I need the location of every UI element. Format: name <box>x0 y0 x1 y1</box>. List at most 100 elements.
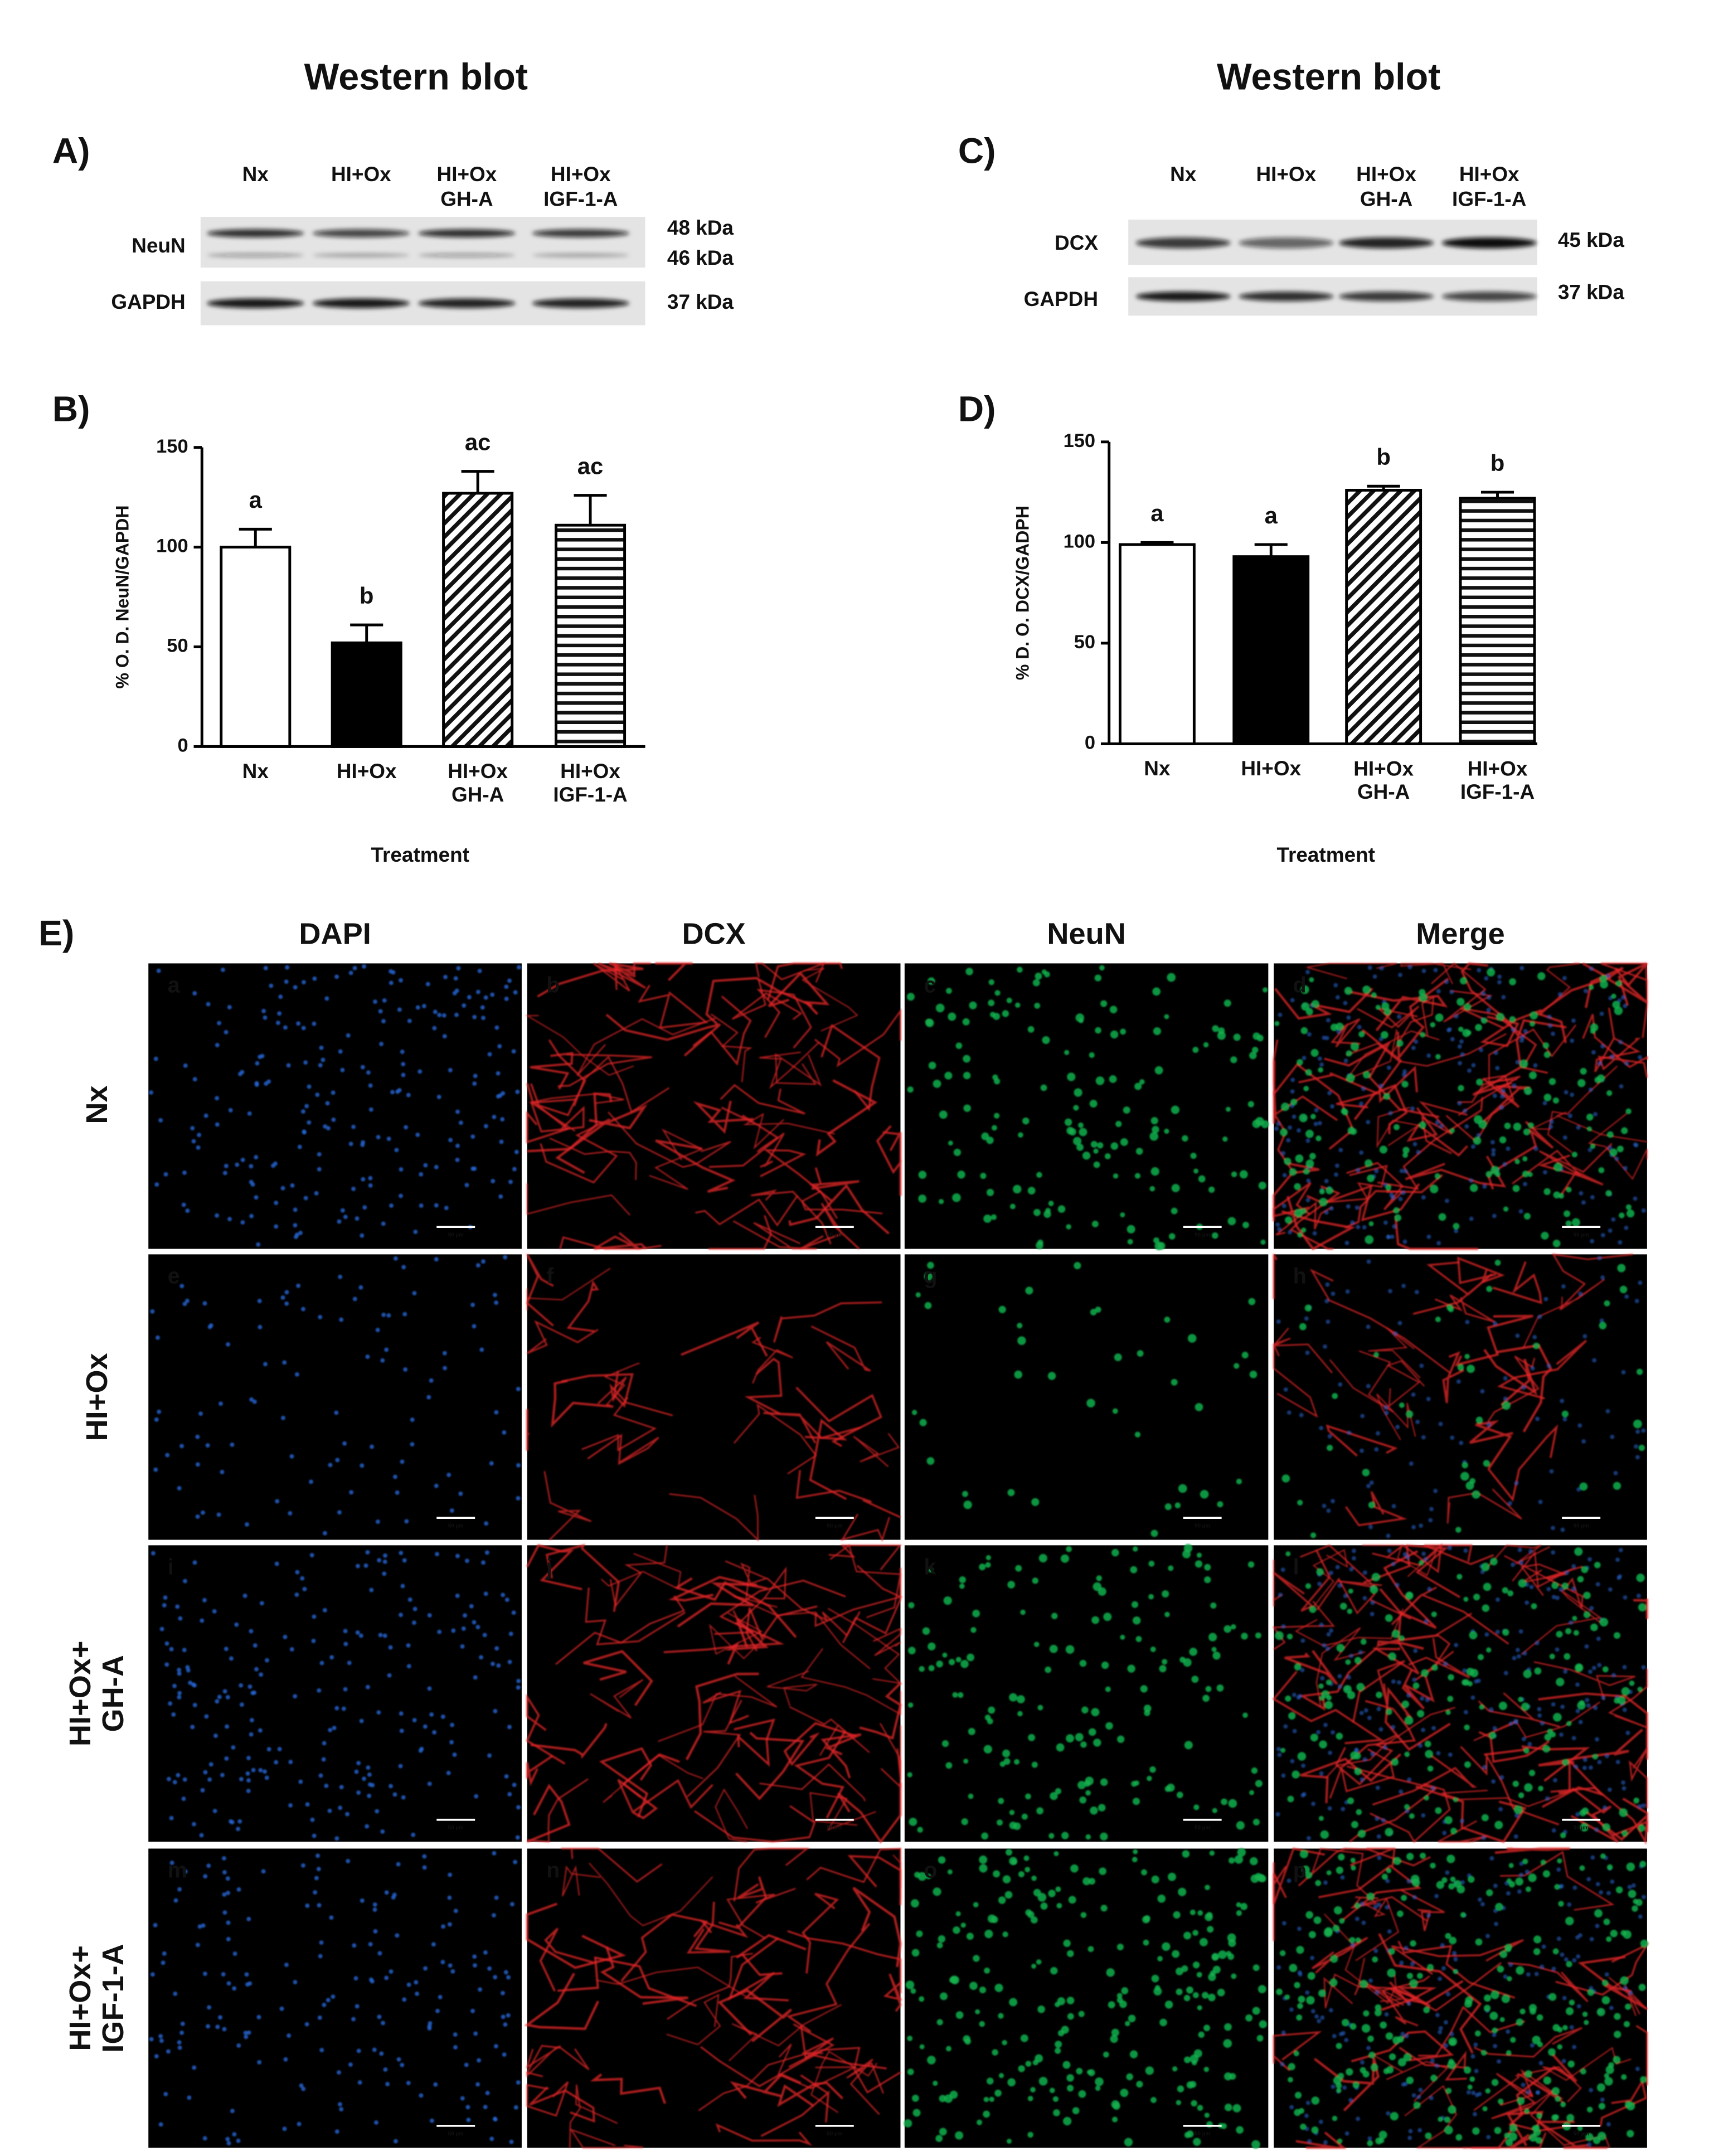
nucleus <box>514 1149 519 1154</box>
neuron <box>1318 1815 1324 1821</box>
neuron <box>1509 978 1516 985</box>
nucleus <box>447 1922 452 1927</box>
neuron <box>1435 1807 1442 1814</box>
nucleus <box>1412 1677 1416 1682</box>
neurite <box>1543 1566 1584 1610</box>
neuron <box>1204 1563 1211 1571</box>
panel-label: C) <box>958 131 996 171</box>
nucleus <box>1624 1294 1629 1299</box>
neuron <box>1604 2073 1609 2079</box>
nucleus <box>1277 1752 1282 1757</box>
neuron <box>1027 1026 1035 1033</box>
neuron <box>1201 1992 1209 1999</box>
neuron <box>1248 1298 1256 1305</box>
nucleus <box>282 1360 287 1365</box>
neuron <box>1305 1008 1313 1016</box>
neurite <box>540 1118 618 1184</box>
nucleus <box>1347 1430 1352 1435</box>
neuron <box>1450 1876 1456 1882</box>
nucleus <box>150 1972 155 1977</box>
nucleus <box>382 1633 387 1638</box>
neuron <box>965 968 973 975</box>
nucleus <box>1322 1643 1327 1648</box>
neuron <box>1148 1594 1154 1600</box>
neurite <box>710 1013 753 1082</box>
nucleus <box>263 1362 268 1367</box>
neuron <box>1021 1813 1028 1820</box>
neuron <box>1515 1877 1523 1886</box>
nucleus <box>436 1095 441 1099</box>
nucleus <box>1579 1191 1584 1196</box>
band <box>1441 292 1537 302</box>
nucleus <box>154 1417 159 1422</box>
neurite <box>590 2073 667 2104</box>
neuron <box>1162 1942 1171 1951</box>
nucleus <box>446 1473 451 1477</box>
neurite <box>1391 1939 1524 1975</box>
nucleus <box>1419 1363 1424 1368</box>
neurite <box>735 1731 805 1800</box>
neuron <box>1473 1137 1482 1145</box>
nucleus <box>327 1808 332 1813</box>
neurite <box>1370 1783 1451 1843</box>
neuron <box>996 1819 1003 1826</box>
neuron <box>963 1071 971 1080</box>
neuron <box>1183 1931 1192 1940</box>
nucleus <box>1323 1880 1328 1885</box>
neuron <box>1063 2116 1072 2126</box>
band <box>1135 237 1231 249</box>
neuron <box>1031 1761 1038 1768</box>
nucleus <box>208 1762 213 1767</box>
neuron <box>1344 987 1353 995</box>
nucleus <box>1438 2026 1443 2031</box>
nucleus <box>1574 1764 1579 1769</box>
neuron <box>1241 1633 1248 1640</box>
neuron <box>1385 2032 1394 2040</box>
nucleus <box>355 1630 360 1635</box>
neurite <box>1329 1748 1395 1799</box>
neuron <box>1031 1875 1037 1881</box>
neuron <box>1212 1025 1219 1032</box>
nucleus <box>1305 1990 1310 1995</box>
neurite <box>810 2050 878 2113</box>
nucleus <box>1614 1156 1619 1161</box>
neurite <box>787 1930 902 1994</box>
nucleus <box>1288 1230 1292 1235</box>
neuron <box>1446 1304 1453 1311</box>
neuron <box>1055 1788 1062 1795</box>
neurite <box>1272 1671 1384 1745</box>
neuron <box>1626 2101 1635 2111</box>
neuron <box>1294 2091 1302 2099</box>
neurite <box>593 1232 647 1250</box>
nucleus <box>434 1257 439 1262</box>
nucleus <box>1587 1148 1593 1152</box>
nucleus <box>380 1829 385 1834</box>
nucleus <box>1493 1321 1498 1326</box>
neurite <box>1363 1544 1460 1598</box>
neuron <box>1458 1085 1464 1091</box>
neuron <box>1279 1950 1286 1956</box>
nucleus <box>1577 1423 1582 1428</box>
nucleus <box>220 1773 225 1778</box>
neuron <box>1530 1021 1535 1027</box>
nucleus <box>511 1610 516 1615</box>
neuron <box>1064 1050 1070 1055</box>
neuron <box>985 1555 991 1561</box>
nucleus <box>1537 1314 1542 1319</box>
neuron <box>1419 1560 1424 1566</box>
nucleus <box>413 1230 418 1234</box>
nucleus <box>339 2107 344 2111</box>
micrograph-signal <box>526 1254 901 1542</box>
nucleus <box>305 1903 310 1908</box>
nucleus <box>1305 1350 1310 1355</box>
nucleus <box>1305 1138 1310 1143</box>
neuron <box>918 1194 926 1203</box>
neuron <box>955 1911 961 1917</box>
neuron <box>924 1272 933 1281</box>
neuron <box>1076 2067 1083 2075</box>
nucleus <box>153 1922 158 1927</box>
nucleus <box>230 1820 235 1825</box>
nucleus <box>1281 1624 1286 1629</box>
nucleus <box>1512 1655 1517 1660</box>
nucleus <box>243 2031 248 2036</box>
